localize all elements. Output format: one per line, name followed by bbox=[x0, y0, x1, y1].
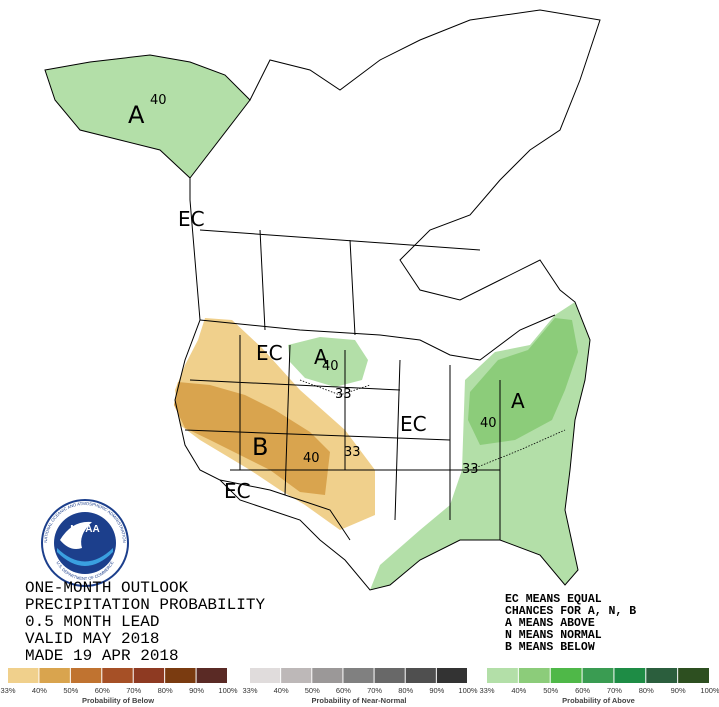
border-alaska bbox=[189, 99, 251, 179]
legend-swatch bbox=[281, 668, 312, 683]
map-label: A bbox=[128, 101, 145, 129]
key-line: A MEANS ABOVE bbox=[505, 617, 595, 630]
map-label: EC bbox=[256, 341, 283, 365]
map-label: 40 bbox=[150, 93, 167, 108]
map-label: 40 bbox=[303, 451, 320, 466]
title-line: PRECIPITATION PROBABILITY bbox=[25, 596, 265, 614]
title-line: 0.5 MONTH LEAD bbox=[25, 613, 159, 631]
legend-swatch bbox=[8, 668, 39, 683]
legend-swatch bbox=[102, 668, 133, 683]
legend-label: 33% bbox=[479, 686, 494, 695]
legend-swatch bbox=[165, 668, 196, 683]
legend-caption: Probability of Near-Normal bbox=[311, 696, 406, 705]
legend-swatch bbox=[550, 668, 582, 683]
legend-label: 100% bbox=[458, 686, 478, 695]
map-label: B bbox=[252, 433, 268, 461]
legend-label: 90% bbox=[429, 686, 444, 695]
legend-swatch bbox=[487, 668, 518, 683]
legend-label: 40% bbox=[32, 686, 47, 695]
above-region-east-40 bbox=[468, 318, 578, 445]
legend-label: 80% bbox=[398, 686, 413, 695]
key-line: B MEANS BELOW bbox=[505, 641, 595, 654]
title-line: VALID MAY 2018 bbox=[25, 630, 159, 648]
border-us-canada bbox=[199, 314, 556, 361]
above-region-alaska bbox=[45, 55, 250, 178]
legend-label: 90% bbox=[189, 686, 204, 695]
legend-swatch bbox=[614, 668, 646, 683]
legend-label: 100% bbox=[218, 686, 238, 695]
legend-label: 50% bbox=[63, 686, 78, 695]
legend-label: 40% bbox=[274, 686, 289, 695]
legend-label: 33% bbox=[0, 686, 15, 695]
legend-swatch bbox=[196, 668, 227, 683]
legend-swatch bbox=[582, 668, 614, 683]
noaa-logo: NOAA NATIONAL OCEANIC AND ATMOSPHERIC AD… bbox=[41, 499, 129, 587]
legend-label: 90% bbox=[671, 686, 686, 695]
legend-swatch bbox=[646, 668, 678, 683]
legend-swatch bbox=[70, 668, 102, 683]
legend-label: 60% bbox=[95, 686, 110, 695]
border-us-mexico bbox=[219, 479, 351, 541]
key-line: CHANCES FOR A, N, B bbox=[505, 605, 636, 618]
above-region-plains bbox=[288, 337, 368, 387]
legend-swatch bbox=[312, 668, 343, 683]
map-label: EC bbox=[224, 479, 251, 503]
legend-label: 70% bbox=[367, 686, 382, 695]
legend-label: 70% bbox=[607, 686, 622, 695]
key-line: N MEANS NORMAL bbox=[505, 629, 602, 642]
legend-label: 50% bbox=[543, 686, 558, 695]
map-label: 40 bbox=[322, 359, 339, 374]
below-region-west-40 bbox=[174, 382, 330, 495]
legend-label: 33% bbox=[242, 686, 257, 695]
legend-label: 60% bbox=[575, 686, 590, 695]
legend-label: 80% bbox=[639, 686, 654, 695]
legend-swatch bbox=[518, 668, 550, 683]
state-lines bbox=[184, 229, 501, 540]
legend: 33% 40% 50% 60% 70% 80% 90% 100% Probability of … bbox=[0, 668, 719, 705]
coastline bbox=[44, 9, 601, 591]
map-label: 33 bbox=[335, 387, 352, 402]
legend-swatch bbox=[678, 668, 709, 683]
legend-swatch bbox=[133, 668, 165, 683]
legend-swatch bbox=[250, 668, 281, 683]
legend-label: 100% bbox=[700, 686, 719, 695]
logo-name: NOAA bbox=[70, 524, 99, 535]
title-line: MADE 19 APR 2018 bbox=[25, 647, 179, 665]
map-label: 33 bbox=[462, 462, 479, 477]
legend-swatch bbox=[39, 668, 70, 683]
legend-label: 60% bbox=[336, 686, 351, 695]
map-label: A bbox=[511, 389, 525, 413]
legend-swatch bbox=[405, 668, 436, 683]
legend-swatch bbox=[374, 668, 405, 683]
key-line: EC MEANS EQUAL bbox=[505, 593, 602, 606]
legend-label: 80% bbox=[158, 686, 173, 695]
legend-label: 70% bbox=[126, 686, 141, 695]
title-line: ONE-MONTH OUTLOOK bbox=[25, 579, 189, 597]
map-label: 33 bbox=[344, 445, 361, 460]
map-label: A bbox=[314, 345, 328, 369]
contour-33 bbox=[299, 379, 566, 471]
legend-swatch bbox=[343, 668, 374, 683]
legend-label: 50% bbox=[305, 686, 320, 695]
legend-caption: Probability of Above bbox=[562, 696, 635, 705]
map-label: 40 bbox=[480, 416, 497, 431]
legend-label: 40% bbox=[511, 686, 526, 695]
legend-caption: Probability of Below bbox=[82, 696, 154, 705]
map-label: EC bbox=[400, 412, 427, 436]
legend-swatch bbox=[436, 668, 467, 683]
map-label: EC bbox=[178, 207, 205, 231]
